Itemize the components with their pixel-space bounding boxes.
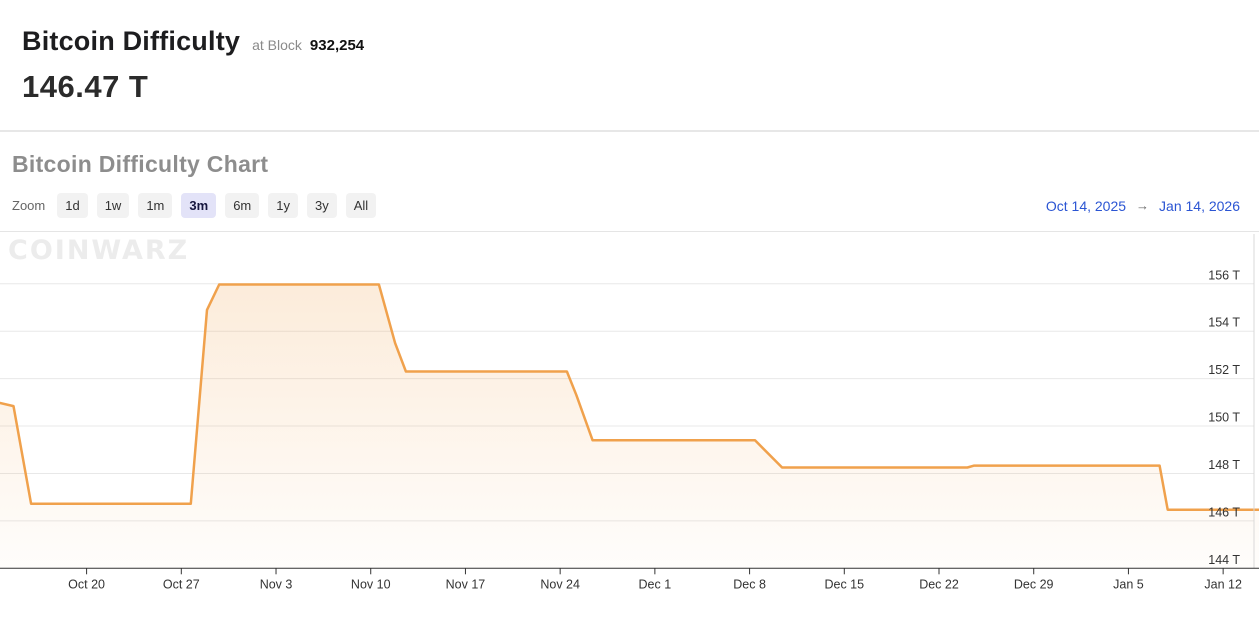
y-axis-label: 154 T — [1208, 316, 1240, 330]
difficulty-line — [0, 283, 1259, 511]
x-axis-label: Dec 22 — [919, 577, 959, 591]
x-axis-label: Dec 8 — [733, 577, 766, 591]
zoom-button-1d[interactable]: 1d — [57, 193, 88, 218]
zoom-label: Zoom — [12, 198, 46, 213]
zoom-button-1w[interactable]: 1w — [96, 193, 130, 218]
range-arrow-icon: → — [1136, 198, 1150, 213]
x-axis-label: Nov 3 — [260, 577, 293, 591]
x-axis-label: Oct 20 — [68, 577, 105, 591]
chart-canvas[interactable]: Oct 20 Oct 27 Nov 3 Nov 10 Nov 17 Nov 24 Dec 1… — [0, 232, 1259, 613]
x-axis-label: Nov 10 — [351, 577, 391, 591]
current-difficulty-value: 146.47 T — [22, 69, 149, 104]
block-number: 932,254 — [309, 37, 365, 54]
y-axis-label: 144 T — [1208, 553, 1240, 567]
page-title: Bitcoin Difficulty — [22, 26, 241, 56]
y-axis-label: 148 T — [1208, 458, 1240, 472]
date-range-selector: Oct 14, 2025 → Jan 14, 2026 — [1046, 198, 1240, 214]
coinwarz-watermark: COINWARZ — [8, 235, 190, 266]
x-axis-label: Dec 29 — [1014, 577, 1054, 591]
zoom-button-1y[interactable]: 1y — [268, 193, 298, 218]
x-axis-label: Nov 24 — [540, 577, 580, 591]
page-header: Bitcoin Difficulty at Block 932,254 146.… — [0, 0, 1259, 132]
x-axis-label: Jan 12 — [1204, 577, 1242, 591]
at-block-label: at Block — [252, 37, 302, 53]
zoom-button-3m[interactable]: 3m — [181, 193, 217, 218]
title-row: Bitcoin Difficulty at Block 932,254 — [22, 26, 1237, 57]
x-axis-label: Nov 17 — [446, 577, 486, 591]
zoom-button-6m[interactable]: 6m — [225, 193, 260, 218]
y-axis-label: 156 T — [1208, 268, 1240, 282]
zoom-button-3y[interactable]: 3y — [306, 193, 337, 218]
x-axis-label: Dec 15 — [824, 577, 864, 591]
difficulty-chart[interactable]: COINWARZ Oct 20 Oct 27 Nov 3 Nov 10 Nov 17 No… — [0, 232, 1259, 613]
area-fill — [0, 284, 1259, 569]
x-axis-label: Jan 5 — [1113, 577, 1144, 591]
x-axis-label: Oct 27 — [163, 577, 200, 591]
range-end-date[interactable]: Jan 14, 2026 — [1159, 197, 1240, 214]
chart-section-title: Bitcoin Difficulty Chart — [12, 151, 269, 177]
zoom-button-all[interactable]: All — [345, 193, 377, 218]
chart-section: Bitcoin Difficulty Chart Zoom 1d 1w 1m 3… — [0, 151, 1259, 613]
chart-controls-row: Zoom 1d 1w 1m 3m 6m 1y 3y All Oct 14, 20… — [0, 193, 1259, 232]
y-axis-label: 152 T — [1208, 363, 1240, 377]
zoom-button-1m[interactable]: 1m — [138, 193, 173, 218]
zoom-button-group: Zoom 1d 1w 1m 3m 6m 1y 3y All — [12, 193, 377, 218]
range-start-date[interactable]: Oct 14, 2025 — [1045, 197, 1127, 214]
y-axis-label: 146 T — [1208, 505, 1240, 519]
y-axis-label: 150 T — [1208, 411, 1240, 425]
x-axis-label: Dec 1 — [639, 577, 672, 591]
